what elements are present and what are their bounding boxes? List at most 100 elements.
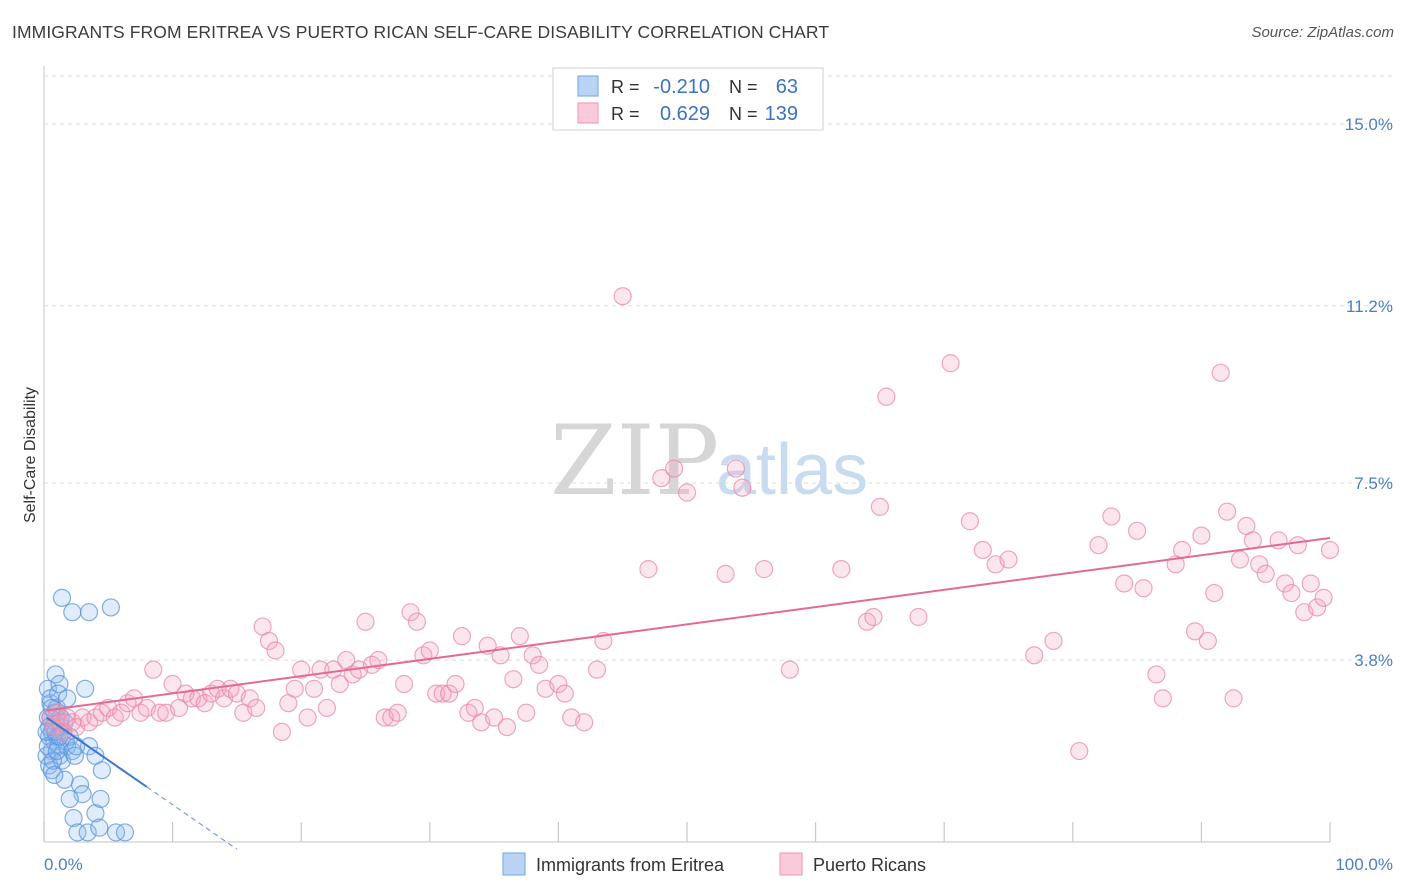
puerto-ricans-point-114 [1127, 521, 1147, 540]
puerto-ricans-point-139 [1314, 588, 1333, 607]
eritrea-point-46 [68, 823, 87, 842]
eritrea-point-52 [91, 789, 110, 809]
watermark: ZIP atlas [550, 405, 868, 517]
x-tick-label-max: 100.0% [1335, 855, 1393, 874]
puerto-ricans-point-37 [259, 631, 279, 651]
puerto-ricans-point-58 [394, 674, 414, 694]
puerto-ricans-point-91 [677, 483, 697, 502]
puerto-ricans-point-131 [1256, 564, 1275, 584]
puerto-ricans-point-74 [497, 717, 517, 737]
eritrea-point-48 [86, 804, 105, 823]
puerto-ricans-point-88 [639, 560, 658, 579]
puerto-ricans-point-39 [272, 722, 292, 741]
legend-label-1: Puerto Ricans [813, 855, 926, 875]
puerto-ricans-point-43 [298, 708, 317, 727]
puerto-ricans-point-100 [870, 497, 890, 516]
puerto-ricans-point-96 [780, 660, 799, 679]
puerto-ricans-point-94 [733, 478, 752, 497]
puerto-ricans-point-105 [973, 540, 992, 560]
puerto-ricans-point-60 [407, 612, 427, 631]
legend-r-value-0: -0.210 [653, 76, 710, 98]
y-axis-label: Self-Care Disability [22, 387, 39, 523]
puerto-ricans-point-124 [1211, 363, 1230, 382]
puerto-ricans-point-134 [1282, 583, 1301, 603]
puerto-ricans-point-78 [523, 646, 542, 665]
puerto-ricans-point-140 [1320, 540, 1340, 560]
puerto-ricans-point-27 [195, 694, 214, 713]
puerto-ricans-point-103 [941, 354, 960, 373]
legend-stats-swatch-1 [577, 102, 599, 124]
axes [43, 66, 1331, 843]
puerto-ricans-point-82 [555, 684, 574, 703]
y-tick-label-2: 11.2% [1346, 297, 1393, 316]
puerto-ricans-point-119 [1173, 540, 1192, 560]
puerto-ricans-point-72 [485, 708, 504, 727]
puerto-ricans-point-138 [1308, 598, 1327, 617]
puerto-ricans-point-130 [1250, 555, 1269, 574]
puerto-ricans-point-112 [1102, 507, 1121, 526]
puerto-ricans-point-107 [999, 550, 1018, 569]
series-puerto-ricans-points [41, 287, 1340, 761]
puerto-ricans-point-122 [1198, 631, 1217, 651]
puerto-ricans-point-92 [716, 564, 735, 584]
eritrea-point-29 [43, 751, 63, 770]
eritrea-point-43 [101, 598, 120, 617]
eritrea-point-55 [47, 741, 66, 761]
puerto-ricans-point-66 [446, 674, 465, 694]
chart-title: IMMIGRANTS FROM ERITREA VS PUERTO RICAN … [12, 22, 830, 42]
puerto-ricans-point-41 [285, 679, 304, 698]
puerto-ricans-point-46 [317, 698, 337, 718]
puerto-ricans-point-84 [575, 713, 594, 732]
legend-r-label-1: R = [611, 104, 640, 124]
chart-source: Source: ZipAtlas.com [1251, 24, 1394, 41]
puerto-ricans-point-111 [1089, 536, 1108, 555]
puerto-ricans-point-121 [1192, 526, 1211, 545]
puerto-ricans-point-108 [1025, 646, 1044, 665]
trend-line-puerto-ricans [46, 537, 1331, 712]
puerto-ricans-point-20 [150, 703, 169, 722]
puerto-ricans-point-127 [1230, 550, 1250, 569]
puerto-ricans-point-38 [266, 641, 285, 660]
eritrea-point-53 [60, 789, 79, 809]
eritrea-point-42 [79, 603, 99, 622]
eritrea-point-40 [52, 588, 72, 607]
eritrea-point-51 [115, 823, 135, 842]
legend-n-label-0: N = [729, 77, 758, 97]
puerto-ricans-point-57 [388, 703, 407, 722]
trend-lines [46, 537, 1331, 850]
puerto-ricans-point-87 [613, 287, 632, 306]
puerto-ricans-point-116 [1147, 665, 1166, 684]
puerto-ricans-point-67 [452, 627, 472, 646]
legend-n-value-1: 139 [765, 103, 798, 125]
trend-line-eritrea-extension [146, 786, 238, 850]
puerto-ricans-point-120 [1185, 622, 1205, 641]
puerto-ricans-point-48 [330, 674, 349, 694]
puerto-ricans-point-59 [401, 603, 420, 622]
legend-n-value-0: 63 [776, 76, 798, 98]
eritrea-point-44 [58, 689, 77, 708]
eritrea-point-33 [65, 746, 84, 765]
puerto-ricans-point-19 [144, 660, 163, 679]
eritrea-point-18 [46, 665, 65, 684]
x-tick-label-min: 0.0% [44, 855, 83, 874]
puerto-ricans-point-44 [304, 679, 324, 698]
puerto-ricans-point-42 [292, 660, 311, 679]
puerto-ricans-point-52 [356, 612, 375, 631]
puerto-ricans-point-35 [247, 698, 266, 718]
eritrea-point-49 [90, 818, 109, 837]
eritrea-point-39 [92, 761, 111, 780]
puerto-ricans-point-79 [530, 655, 549, 674]
legend-swatch-0 [502, 852, 526, 876]
puerto-ricans-point-101 [877, 387, 896, 406]
puerto-ricans-point-110 [1070, 741, 1089, 761]
y-tick-label-0: 3.8% [1354, 651, 1393, 670]
puerto-ricans-point-102 [909, 607, 928, 627]
eritrea-point-36 [76, 679, 95, 698]
legend-stats-box: R = -0.210 N = 63 R = 0.629 N = 139 [552, 67, 824, 131]
legend-r-value-1: 0.629 [660, 103, 710, 125]
puerto-ricans-point-95 [755, 560, 774, 579]
x-tick-labels: 0.0% 100.0% [44, 855, 1393, 874]
puerto-ricans-point-99 [864, 607, 883, 627]
puerto-ricans-point-135 [1288, 536, 1307, 555]
legend-swatch-1 [779, 852, 803, 876]
